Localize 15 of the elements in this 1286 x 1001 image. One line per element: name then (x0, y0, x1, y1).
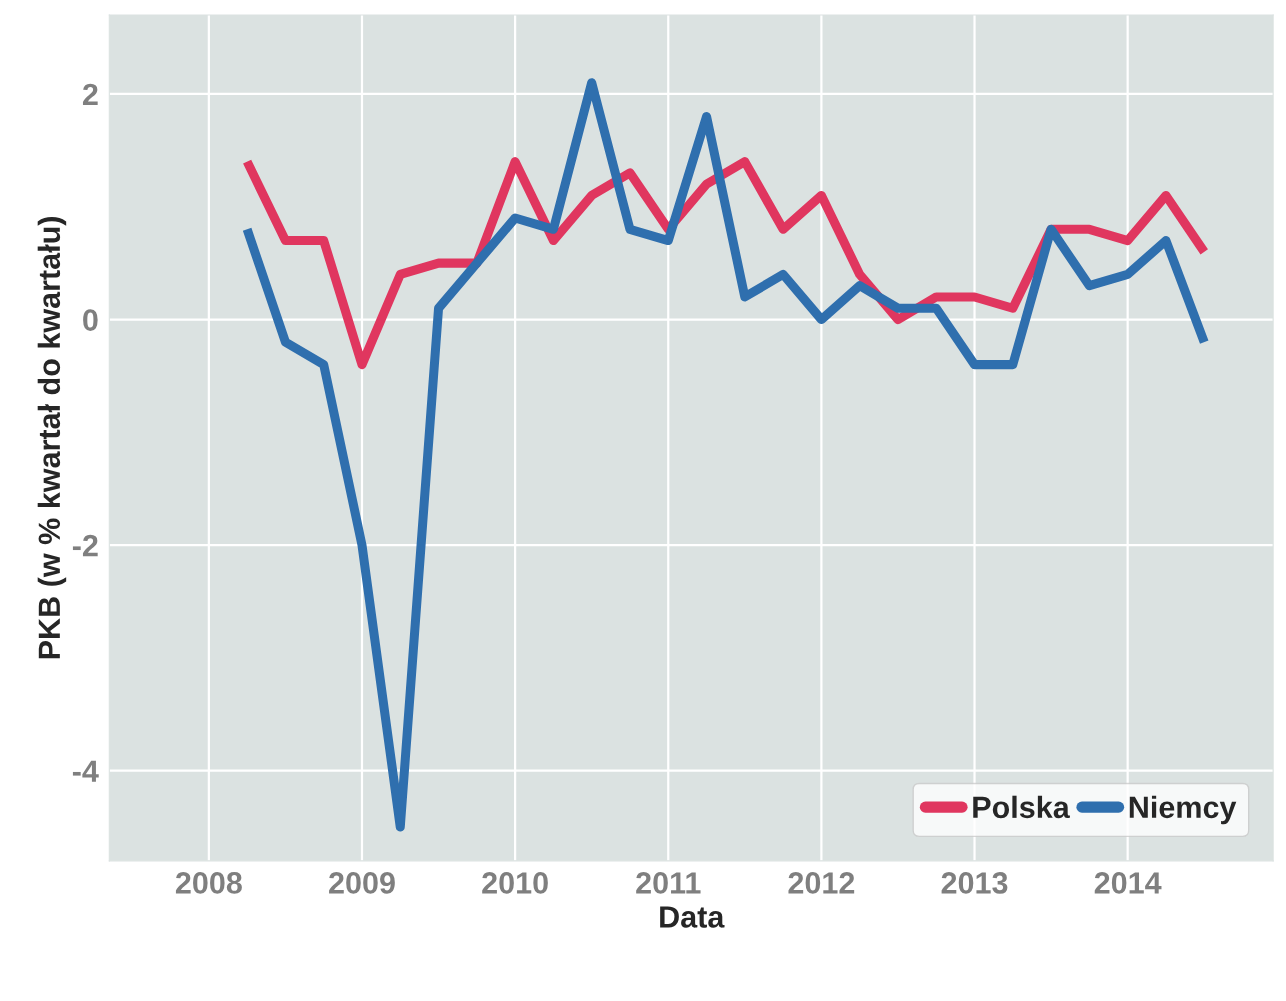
x-tick-label: 2009 (329, 872, 395, 894)
legend-label: Niemcy (1129, 795, 1237, 825)
x-axis-title: Data (660, 906, 725, 928)
x-tick-label: 2014 (1094, 872, 1162, 894)
y-axis-title: PKB (w % kwartał do kwartału) (37, 217, 67, 659)
y-tick-label: 2 (82, 83, 98, 106)
x-tick-label: 2013 (941, 872, 1008, 894)
y-tick-label: -2 (72, 534, 98, 557)
y-tick-label: -4 (72, 760, 99, 782)
y-tick-label: 0 (83, 309, 98, 331)
x-tick-label: 2010 (482, 872, 548, 894)
legend-label: Polska (973, 795, 1070, 819)
x-tick-label: 2011 (636, 872, 701, 894)
x-tick-label: 2012 (788, 872, 855, 894)
x-tick-label: 2008 (175, 872, 242, 894)
